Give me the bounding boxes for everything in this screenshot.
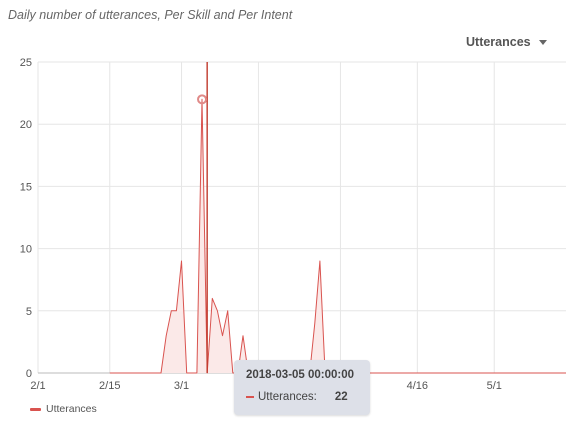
y-tick-label: 15 xyxy=(20,181,32,193)
chart-series xyxy=(109,62,566,374)
y-tick-label: 5 xyxy=(26,306,32,318)
y-tick-label: 25 xyxy=(20,57,32,69)
tooltip-swatch xyxy=(246,396,254,398)
tooltip-value: 22 xyxy=(334,391,348,403)
metric-selector-dropdown[interactable]: Utterances xyxy=(466,35,547,49)
caret-down-icon xyxy=(538,39,547,45)
tooltip-title: 2018-03-05 00:00:00 xyxy=(246,369,355,381)
x-tick-label: 4/16 xyxy=(407,380,428,392)
x-tick-label: 3/1 xyxy=(174,380,189,392)
legend-swatch xyxy=(30,407,41,411)
legend-label: Utterances xyxy=(46,403,97,415)
tooltip-series-label: Utterances: xyxy=(258,391,317,403)
highlight-point-marker xyxy=(197,94,208,105)
tooltip-row: Utterances: 22 xyxy=(246,391,348,403)
tooltip: 2018-03-05 00:00:00 Utterances: 22 xyxy=(234,360,370,415)
y-tick-label: 0 xyxy=(26,368,32,380)
chart-grid xyxy=(37,61,566,374)
legend-item-utterances[interactable]: Utterances xyxy=(30,403,97,415)
metric-selector-label: Utterances xyxy=(466,35,531,49)
x-tick-label: 5/1 xyxy=(487,380,502,392)
y-axis-ticks: 0 5 10 15 20 25 xyxy=(20,57,32,380)
chart-title: Daily number of utterances, Per Skill an… xyxy=(8,8,293,22)
series-area-utterances xyxy=(109,99,566,373)
y-tick-label: 10 xyxy=(20,244,32,256)
x-tick-label: 2/1 xyxy=(30,380,45,392)
x-tick-label: 2/15 xyxy=(99,380,120,392)
y-tick-label: 20 xyxy=(20,119,32,131)
